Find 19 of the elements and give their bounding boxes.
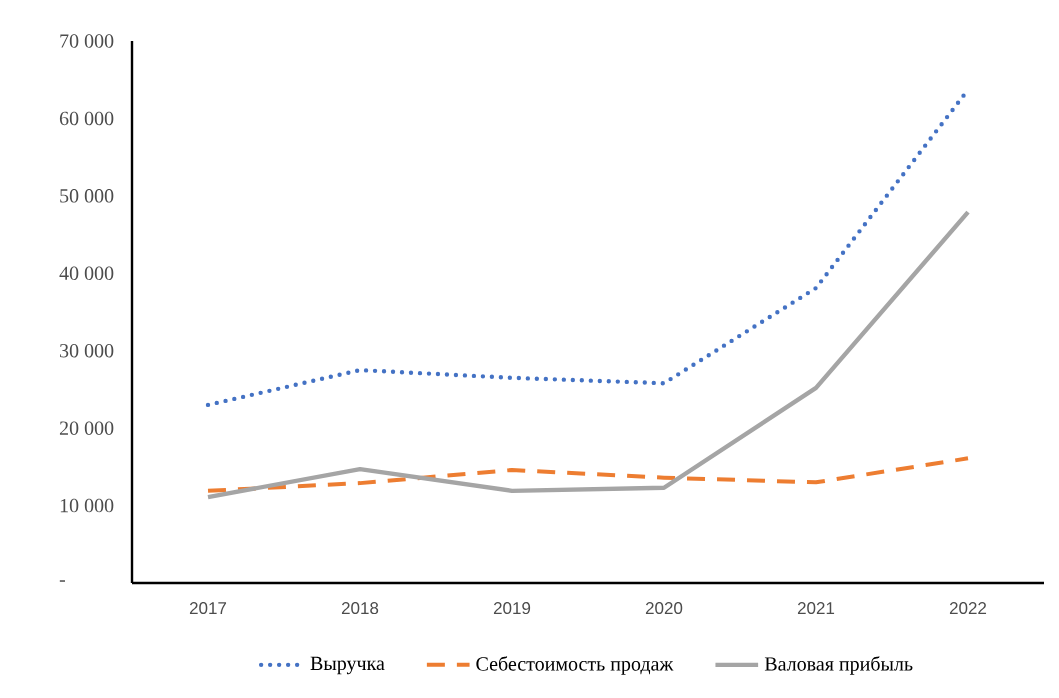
legend-label: Себестоимость продаж xyxy=(476,656,674,675)
x-tick-label: 2017 xyxy=(189,602,227,615)
y-tick-label: 40 000 xyxy=(59,266,114,281)
x-tick-label: 2021 xyxy=(797,602,835,615)
legend-label: Валовая прибыль xyxy=(764,656,913,675)
y-tick-label: 20 000 xyxy=(59,421,114,435)
y-tick-label: 10 000 xyxy=(60,498,114,513)
x-tick-label: 2018 xyxy=(341,602,379,615)
x-tick-label: 2022 xyxy=(949,602,987,615)
y-tick-label: 50 000 xyxy=(60,189,114,203)
x-tick-label: 2020 xyxy=(645,602,683,615)
x-tick-label: 2019 xyxy=(493,602,531,615)
legend-label: Выручка xyxy=(310,656,385,675)
line-series xyxy=(205,209,971,500)
y-tick-label: 60 000 xyxy=(59,111,114,126)
y-tick-label: 30 000 xyxy=(60,343,114,358)
line-series xyxy=(206,456,970,493)
y-tick-label: 70 000 xyxy=(60,34,114,48)
y-tick-label: - xyxy=(59,580,65,582)
